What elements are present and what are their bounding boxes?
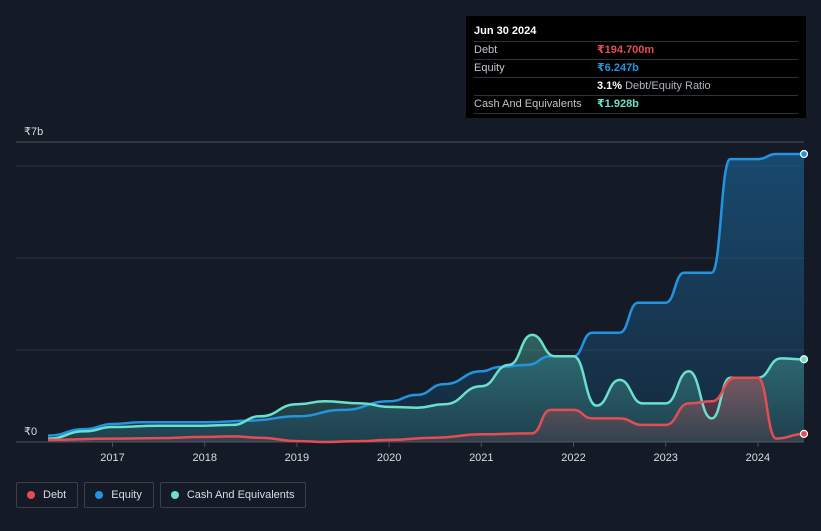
tooltip-panel: Jun 30 2024 Debt ₹194.700m Equity ₹6.247… xyxy=(466,16,806,118)
legend-item-cash[interactable]: Cash And Equivalents xyxy=(159,482,307,508)
tooltip-value-ratio: 3.1% xyxy=(597,80,623,92)
y-axis-bottom-label: ₹0 xyxy=(24,426,37,438)
x-tick-label: 2022 xyxy=(561,452,585,464)
y-axis-top-label: ₹7b xyxy=(24,126,43,138)
tooltip-value-equity: ₹6.247b xyxy=(597,62,639,74)
x-tick-label: 2023 xyxy=(653,452,677,464)
tooltip-row-debt: Debt ₹194.700m xyxy=(474,42,798,60)
line-cash-and-equivalents xyxy=(47,333,805,440)
legend-dot-equity xyxy=(95,491,104,499)
legend-label-cash: Cash And Equivalents xyxy=(186,489,295,501)
chart-legend: Debt Equity Cash And Equivalents xyxy=(16,482,312,508)
line-equity xyxy=(47,152,804,437)
legend-item-equity[interactable]: Equity xyxy=(84,482,154,508)
area-cash-and-equivalents xyxy=(48,334,804,442)
tooltip-value-debt: ₹194.700m xyxy=(597,44,655,56)
x-tick-label: 2020 xyxy=(377,452,401,464)
area-equity xyxy=(48,154,804,442)
tooltip-label-ratio xyxy=(474,78,597,95)
tooltip-row-cash: Cash And Equivalents ₹1.928b xyxy=(474,96,798,114)
end-marker-debt xyxy=(799,429,809,438)
end-marker-equity xyxy=(799,149,809,159)
x-tick-label: 2024 xyxy=(746,452,770,464)
tooltip-label-equity: Equity xyxy=(474,62,505,74)
tooltip-label-debt: Debt xyxy=(474,44,498,56)
tooltip-label-cash: Cash And Equivalents xyxy=(474,98,582,110)
legend-label-debt: Debt xyxy=(43,489,67,501)
legend-dot-cash xyxy=(170,491,179,499)
line-debt xyxy=(47,376,805,444)
x-tick-label: 2021 xyxy=(469,452,493,464)
x-tick-label: 2017 xyxy=(100,452,124,464)
end-marker-cash-and-equivalents xyxy=(799,355,809,364)
x-tick-label: 2018 xyxy=(192,452,216,464)
area-debt xyxy=(48,377,804,442)
tooltip-row-equity: Equity ₹6.247b xyxy=(474,60,798,78)
tooltip-date: Jun 30 2024 xyxy=(474,24,798,42)
legend-label-equity: Equity xyxy=(111,489,142,501)
tooltip-value-cash: ₹1.928b xyxy=(597,98,639,110)
x-tick-label: 2019 xyxy=(285,452,309,464)
tooltip-ratio-caption: Debt/Equity Ratio xyxy=(625,80,711,92)
legend-dot-debt xyxy=(27,491,35,499)
tooltip-row-ratio: 3.1% Debt/Equity Ratio xyxy=(474,78,798,96)
legend-item-debt[interactable]: Debt xyxy=(16,482,79,508)
